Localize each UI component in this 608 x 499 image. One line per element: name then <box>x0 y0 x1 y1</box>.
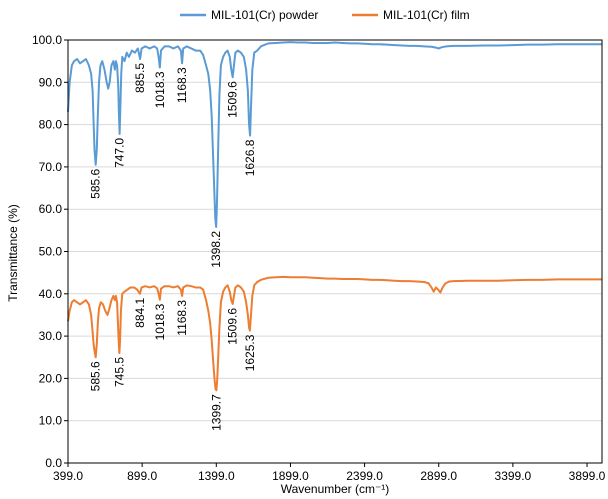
y-tick-label: 100.0 <box>32 33 62 47</box>
peak-label: 885.5 <box>133 63 147 93</box>
peak-label: 884.1 <box>133 297 147 327</box>
gridlines <box>68 81 602 422</box>
y-tick-label: 0.0 <box>45 456 62 470</box>
y-tick-label: 80.0 <box>39 118 63 132</box>
y-tick-label: 90.0 <box>39 75 63 89</box>
peak-label: 1399.7 <box>209 394 223 431</box>
y-tick-label: 20.0 <box>39 371 63 385</box>
peak-label: 1626.8 <box>243 139 257 176</box>
legend-label: MIL-101(Cr) film <box>383 8 470 22</box>
y-tick-label: 70.0 <box>39 160 63 174</box>
y-tick-label: 40.0 <box>39 287 63 301</box>
y-tick-label: 30.0 <box>39 329 63 343</box>
peak-label: 1168.3 <box>175 300 189 336</box>
x-tick-label: 1899.0 <box>272 469 309 483</box>
legend-label: MIL-101(Cr) powder <box>211 8 318 22</box>
peak-label: 1625.3 <box>243 334 257 371</box>
x-axis-ticks: 399.0 899.0 1399.0 1899.0 2399.0 2899.0 3399.0… <box>53 463 606 483</box>
peak-label: 745.5 <box>112 357 126 387</box>
x-axis-title: Wavenumber (cm⁻¹) <box>281 482 390 496</box>
x-tick-label: 899.0 <box>127 469 157 483</box>
peak-label: 1168.3 <box>175 67 189 103</box>
y-axis-title: Transmittance (%) <box>6 204 20 302</box>
y-tick-label: 60.0 <box>39 202 63 216</box>
x-tick-label: 399.0 <box>53 469 83 483</box>
peak-label: 585.6 <box>89 168 103 198</box>
peak-label: 1018.3 <box>153 71 167 108</box>
peak-label: 1398.2 <box>209 231 223 268</box>
y-tick-label: 10.0 <box>39 414 63 428</box>
peak-label: 1509.6 <box>226 81 240 118</box>
series-line-powder <box>67 41 602 228</box>
plot-lines <box>67 41 602 392</box>
peak-label: 1509.6 <box>226 308 240 345</box>
x-tick-label: 3399.0 <box>495 469 532 483</box>
x-tick-label: 1399.0 <box>198 469 235 483</box>
x-tick-label: 3899.0 <box>569 469 606 483</box>
peak-label: 747.0 <box>113 138 127 168</box>
x-tick-label: 2899.0 <box>420 469 457 483</box>
series-line-film <box>67 275 602 392</box>
y-axis-ticks: 0.0 10.0 20.0 30.0 40.0 50.0 60.0 70.0 80.0 90.0 1… <box>32 33 68 470</box>
x-tick-label: 2399.0 <box>346 469 383 483</box>
legend: MIL-101(Cr) powder MIL-101(Cr) film <box>180 8 470 22</box>
peak-label: 1018.3 <box>153 303 167 340</box>
y-tick-label: 50.0 <box>39 245 63 259</box>
peak-label: 585.6 <box>89 361 103 391</box>
